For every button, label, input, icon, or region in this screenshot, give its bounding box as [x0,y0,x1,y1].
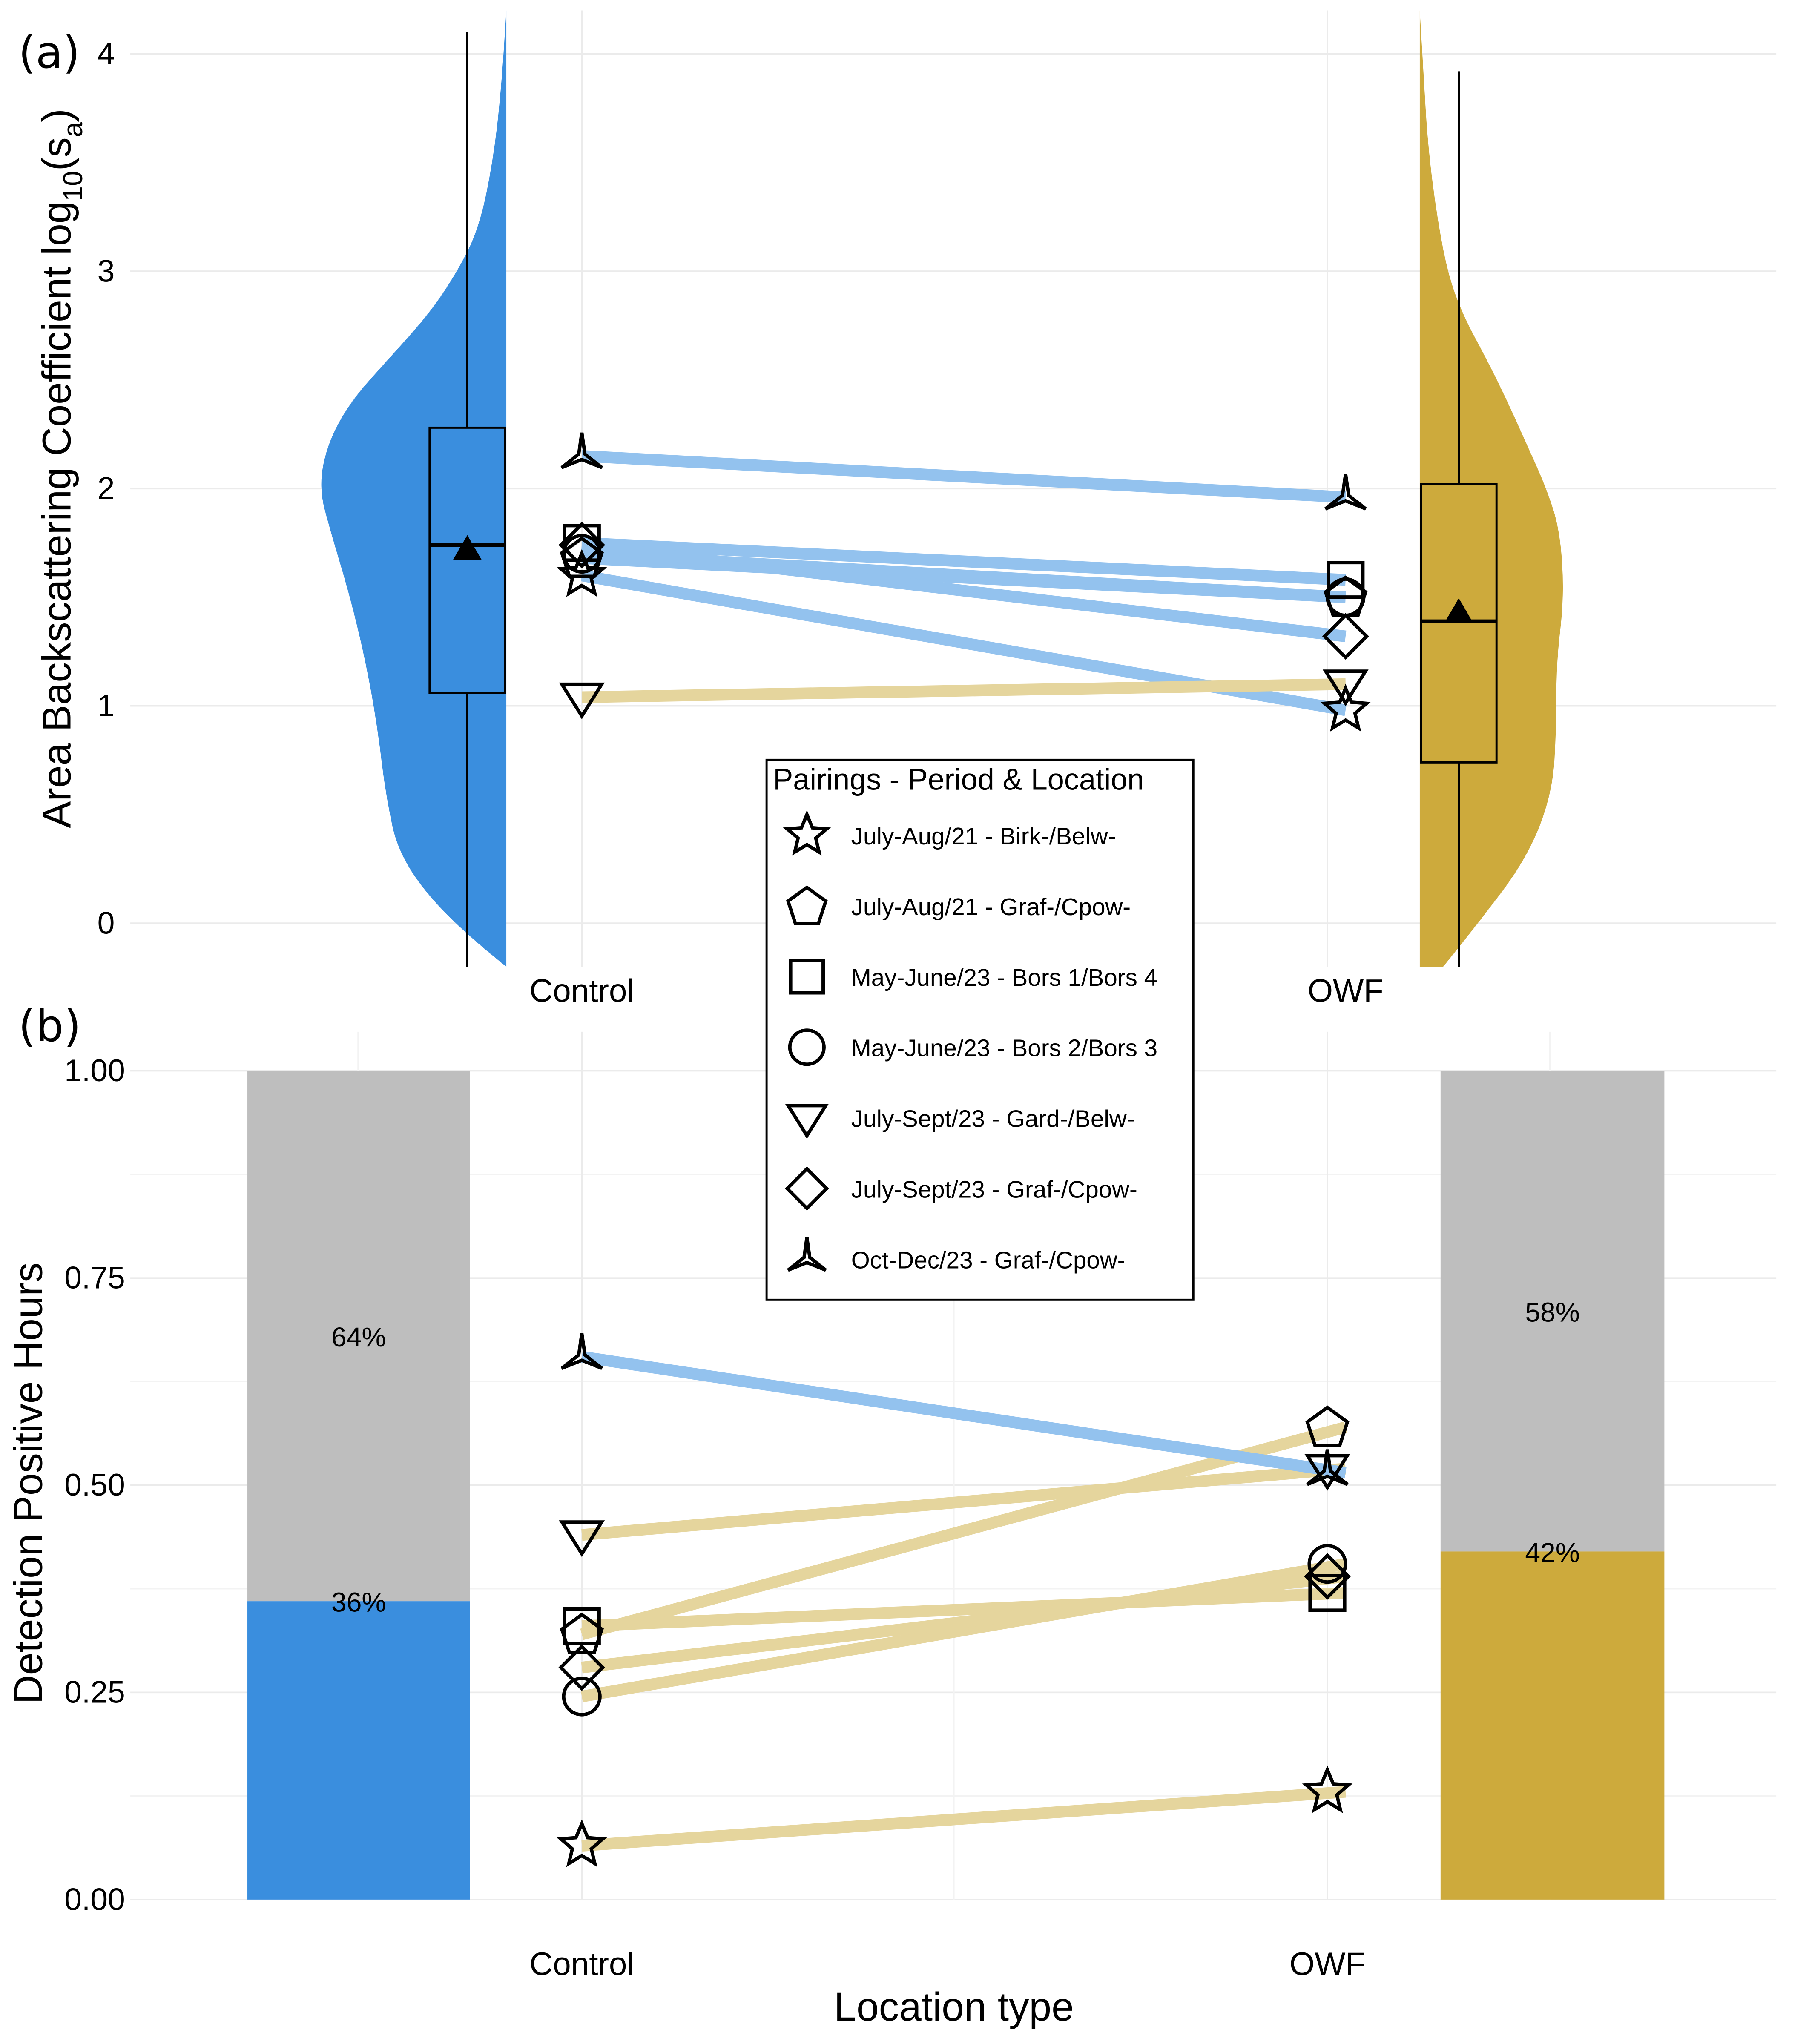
tripod-marker [1306,1449,1349,1486]
legend-item-label: July-Aug/21 - Graf-/Cpow- [851,893,1131,920]
panel-label: (a) [18,27,80,78]
bar-label-negative: 58% [1525,1297,1579,1327]
pentagon-marker [1305,1405,1350,1447]
square-icon [789,959,825,995]
y-tick-label: 3 [98,253,115,288]
pair-line [581,537,1346,586]
y-tick-label: 0.00 [64,1882,125,1917]
diamond-marker [1322,613,1369,660]
triangle-down-marker [559,1520,605,1557]
diamond-icon [784,1166,829,1211]
pair-line [582,678,1346,703]
tripod-icon [787,1237,827,1272]
x-tick-label: Control [529,973,634,1009]
box-owf [1420,483,1498,764]
y-tick-label: 4 [98,36,115,71]
y-tick-label: 0 [98,906,115,941]
bar-label-positive: 42% [1525,1537,1579,1568]
panel-label: (b) [18,1000,81,1051]
box-control [428,426,506,694]
violin-owf [1419,10,1563,967]
x-axis-title: Location type [834,1984,1074,2030]
legend-item-label: July-Sept/23 - Graf-/Cpow- [851,1176,1137,1203]
violin-control [321,10,507,967]
panel-b: 0.00 0.25 0.50 0.75 1.00 64% 36% 58% 42% Control O… [6,1000,1777,2030]
pair-line [581,1570,1347,1674]
legend-item-label: May-June/23 - Bors 1/Bors 4 [851,964,1157,991]
tripod-marker [1324,474,1367,511]
x-tick-label: OWF [1308,973,1384,1009]
legend-item-label: Oct-Dec/23 - Graf-/Cpow- [851,1246,1126,1273]
y-tick-label: 1.00 [64,1053,125,1088]
bar-negative-control [247,1071,470,1602]
square-marker [1308,1574,1347,1612]
pair-line [581,1587,1346,1632]
circle-icon [788,1028,826,1066]
x-tick-label: Control [529,1946,634,1982]
circle-marker [562,1677,602,1717]
triangle-down-marker [559,682,605,720]
mean-marker-control [453,535,482,560]
y-axis-title: Area Backscattering Coefficient log10(sa… [34,109,88,828]
y-axis-title: Detection Positive Hours [6,1263,51,1704]
legend-item-label: July-Sept/23 - Gard-/Belw- [851,1105,1135,1132]
x-tick-label: OWF [1289,1946,1365,1982]
triangle-down-marker [1322,669,1369,706]
pair-line [581,450,1346,503]
y-tick-label: 0.50 [64,1467,125,1502]
y-tick-label: 1 [98,688,115,723]
diamond-marker [558,522,606,569]
bar-negative-owf [1440,1071,1665,1552]
legend-item-label: May-June/23 - Bors 2/Bors 3 [851,1035,1157,1062]
pair-line [581,539,1347,643]
bar-label-positive: 36% [331,1587,386,1618]
circle-marker [1307,1544,1347,1584]
square-marker [563,1607,601,1645]
star-marker [1302,1765,1353,1814]
pentagon-icon [786,885,828,925]
bar-label-negative: 64% [331,1322,386,1352]
mean-marker-owf [1444,598,1473,623]
star-icon [783,810,831,856]
pair-line [581,1351,1347,1479]
y-tick-label: 0.25 [64,1675,125,1710]
diamond-marker [558,1644,606,1691]
bar-positive-owf [1440,1551,1665,1900]
legend: Pairings - Period & Location July-Aug/21 … [765,758,1195,1301]
legend-item-label: July-Aug/21 - Birk-/Belw- [851,823,1116,850]
y-tick-label: 2 [98,471,115,506]
legend-box [765,758,1195,1301]
pair-line [581,1463,1346,1541]
tripod-marker [560,1333,603,1370]
y-tick-label: 0.75 [64,1260,125,1295]
pair-line [581,1786,1346,1852]
panel-a: 0 1 2 3 4 Control OWF (a) Area Backscattering Co… [18,10,1777,1009]
star-marker [1320,683,1371,732]
diamond-marker [1304,1553,1351,1600]
bar-positive-control [247,1601,470,1900]
tripod-marker [560,432,603,469]
star-marker [556,1819,607,1867]
legend-title: Pairings - Period & Location [773,763,1144,796]
triangle-down-icon [785,1104,829,1139]
circle-marker [562,534,602,574]
pair-line [580,1421,1347,1640]
